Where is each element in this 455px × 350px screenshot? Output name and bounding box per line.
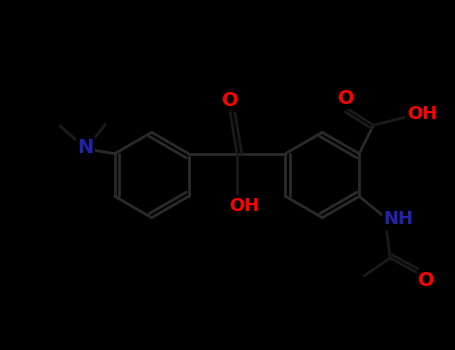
- Text: O: O: [418, 271, 435, 290]
- Text: O: O: [222, 91, 238, 110]
- Text: O: O: [338, 89, 355, 108]
- Text: OH: OH: [229, 197, 259, 215]
- Text: OH: OH: [407, 105, 437, 123]
- Text: N: N: [77, 139, 93, 158]
- Text: NH: NH: [384, 210, 414, 228]
